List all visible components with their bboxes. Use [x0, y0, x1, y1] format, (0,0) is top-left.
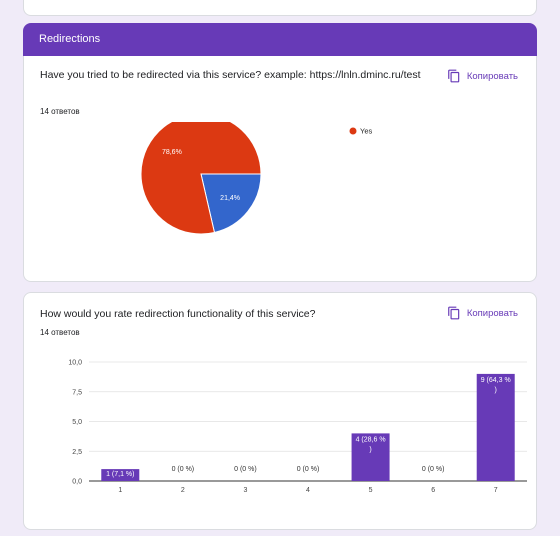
previous-question-card [23, 0, 537, 16]
x-tick-label: 6 [431, 487, 435, 494]
copy-icon [448, 69, 460, 83]
pie-slice-no[interactable] [200, 173, 262, 234]
section-header: Redirections [23, 23, 537, 56]
copy-chart-button[interactable]: Копировать [447, 305, 518, 321]
question-title: Have you tried to be redirected via this… [40, 69, 421, 81]
bar-data-label: 4 (28,6 %) [356, 436, 386, 453]
copy-label: Копировать [466, 70, 518, 82]
question-card-redirect-rating: How would you rate redirection functiona… [23, 292, 537, 530]
copy-icon [448, 306, 460, 320]
legend-label: No [360, 122, 370, 123]
pie-slice-yes[interactable] [140, 122, 262, 235]
section-title: Redirections [39, 33, 101, 45]
bar-data-label: 0 (0 %) [297, 466, 320, 473]
response-count: 14 ответов [40, 107, 80, 116]
x-tick-label: 2 [181, 487, 185, 494]
y-tick-label: 0,0 [72, 479, 82, 486]
bar-5[interactable] [351, 433, 390, 481]
question-card-redirect-tried: Have you tried to be redirected via this… [23, 48, 537, 282]
legend-label: Yes [360, 127, 372, 136]
bar-1[interactable] [101, 469, 140, 481]
response-count: 14 ответов [40, 328, 80, 337]
x-tick-label: 7 [494, 487, 498, 494]
y-tick-label: 5,0 [72, 419, 82, 426]
pie-chart: 21,4% 78,6% No Yes [140, 122, 372, 235]
bar-data-label: 0 (0 %) [234, 466, 257, 473]
copy-chart-button[interactable]: Копировать [447, 68, 518, 84]
y-tick-label: 2,5 [72, 449, 82, 456]
copy-label: Копировать [466, 307, 518, 319]
legend-swatch [349, 127, 357, 135]
pie-slice-label: 78,6% [162, 149, 182, 156]
bar-7[interactable] [476, 373, 515, 481]
bar-data-label: 0 (0 %) [172, 466, 195, 473]
pie-slice-label: 21,4% [220, 195, 240, 202]
x-tick-label: 4 [306, 487, 310, 494]
x-tick-label: 3 [243, 487, 247, 494]
x-tick-label: 1 [118, 487, 122, 494]
x-tick-label: 5 [369, 487, 373, 494]
y-tick-label: 7,5 [72, 389, 82, 396]
bar-data-label: 9 (64,3 %) [481, 377, 511, 394]
bar-chart: 0,0 2,5 5,0 7,5 10,0 1 1 (7,1 %) 2 0 (0 %) 3 0 (0 … [68, 360, 527, 494]
question-title: How would you rate redirection functiona… [40, 308, 316, 320]
bar-data-label: 1 (7,1 %) [106, 471, 134, 478]
bar-data-label: 0 (0 %) [422, 466, 445, 473]
y-tick-label: 10,0 [68, 360, 82, 367]
